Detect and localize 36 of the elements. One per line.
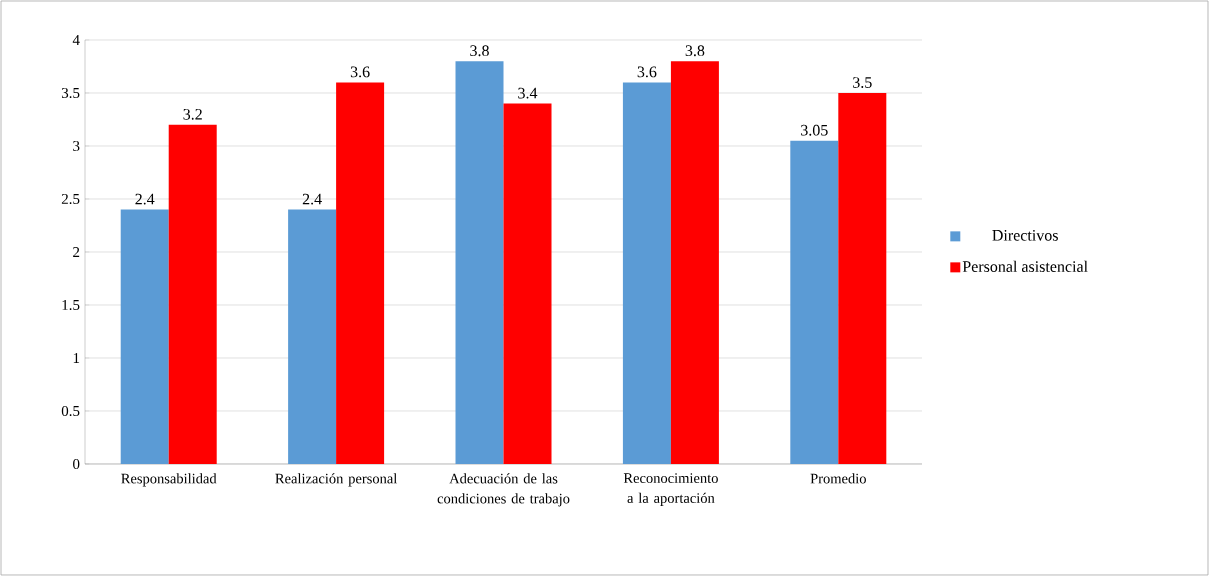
y-tick-label: 1 (73, 353, 80, 363)
legend-label: Personal asistencial (962, 260, 1088, 272)
x-tick-label: Adecuación de las condiciones de trabajo (437, 473, 570, 507)
data-label: 3.05 (801, 124, 828, 136)
y-tick-label: 0.5 (61, 405, 80, 417)
data-label: 3.5 (853, 77, 872, 88)
data-label: 3.4 (518, 87, 538, 99)
x-tick-label: Promedio (810, 473, 866, 484)
legend-label: Directivos (992, 229, 1058, 241)
x-tick-label: Realización personal (275, 473, 398, 487)
bar (838, 92, 887, 464)
bar (168, 124, 217, 464)
bar (120, 209, 169, 464)
data-label: 3.6 (637, 66, 657, 78)
bar (336, 82, 385, 464)
y-tick-label: 4 (72, 35, 80, 45)
data-label: 3.8 (685, 45, 705, 57)
bar (622, 82, 671, 464)
bar (670, 61, 719, 464)
data-label: 2.4 (135, 193, 155, 205)
y-tick-label: 0 (73, 458, 80, 470)
y-tick-label: 2.5 (61, 193, 80, 205)
data-label: 2.4 (302, 193, 322, 205)
x-tick-label: Reconocimiento a la aportación (623, 473, 718, 506)
bar (790, 140, 839, 464)
data-label: 3.2 (183, 108, 202, 120)
y-tick-label: 3 (73, 140, 80, 152)
y-tick-label: 3.5 (61, 87, 80, 99)
data-label: 3.6 (350, 66, 370, 78)
x-tick-label: Responsabilidad (121, 473, 217, 487)
bar (455, 61, 504, 464)
y-tick-label: 2 (73, 247, 80, 257)
y-tick-label: 1.5 (62, 299, 80, 311)
bar (288, 209, 337, 464)
data-label: 3.8 (470, 45, 489, 57)
bar (503, 103, 552, 464)
